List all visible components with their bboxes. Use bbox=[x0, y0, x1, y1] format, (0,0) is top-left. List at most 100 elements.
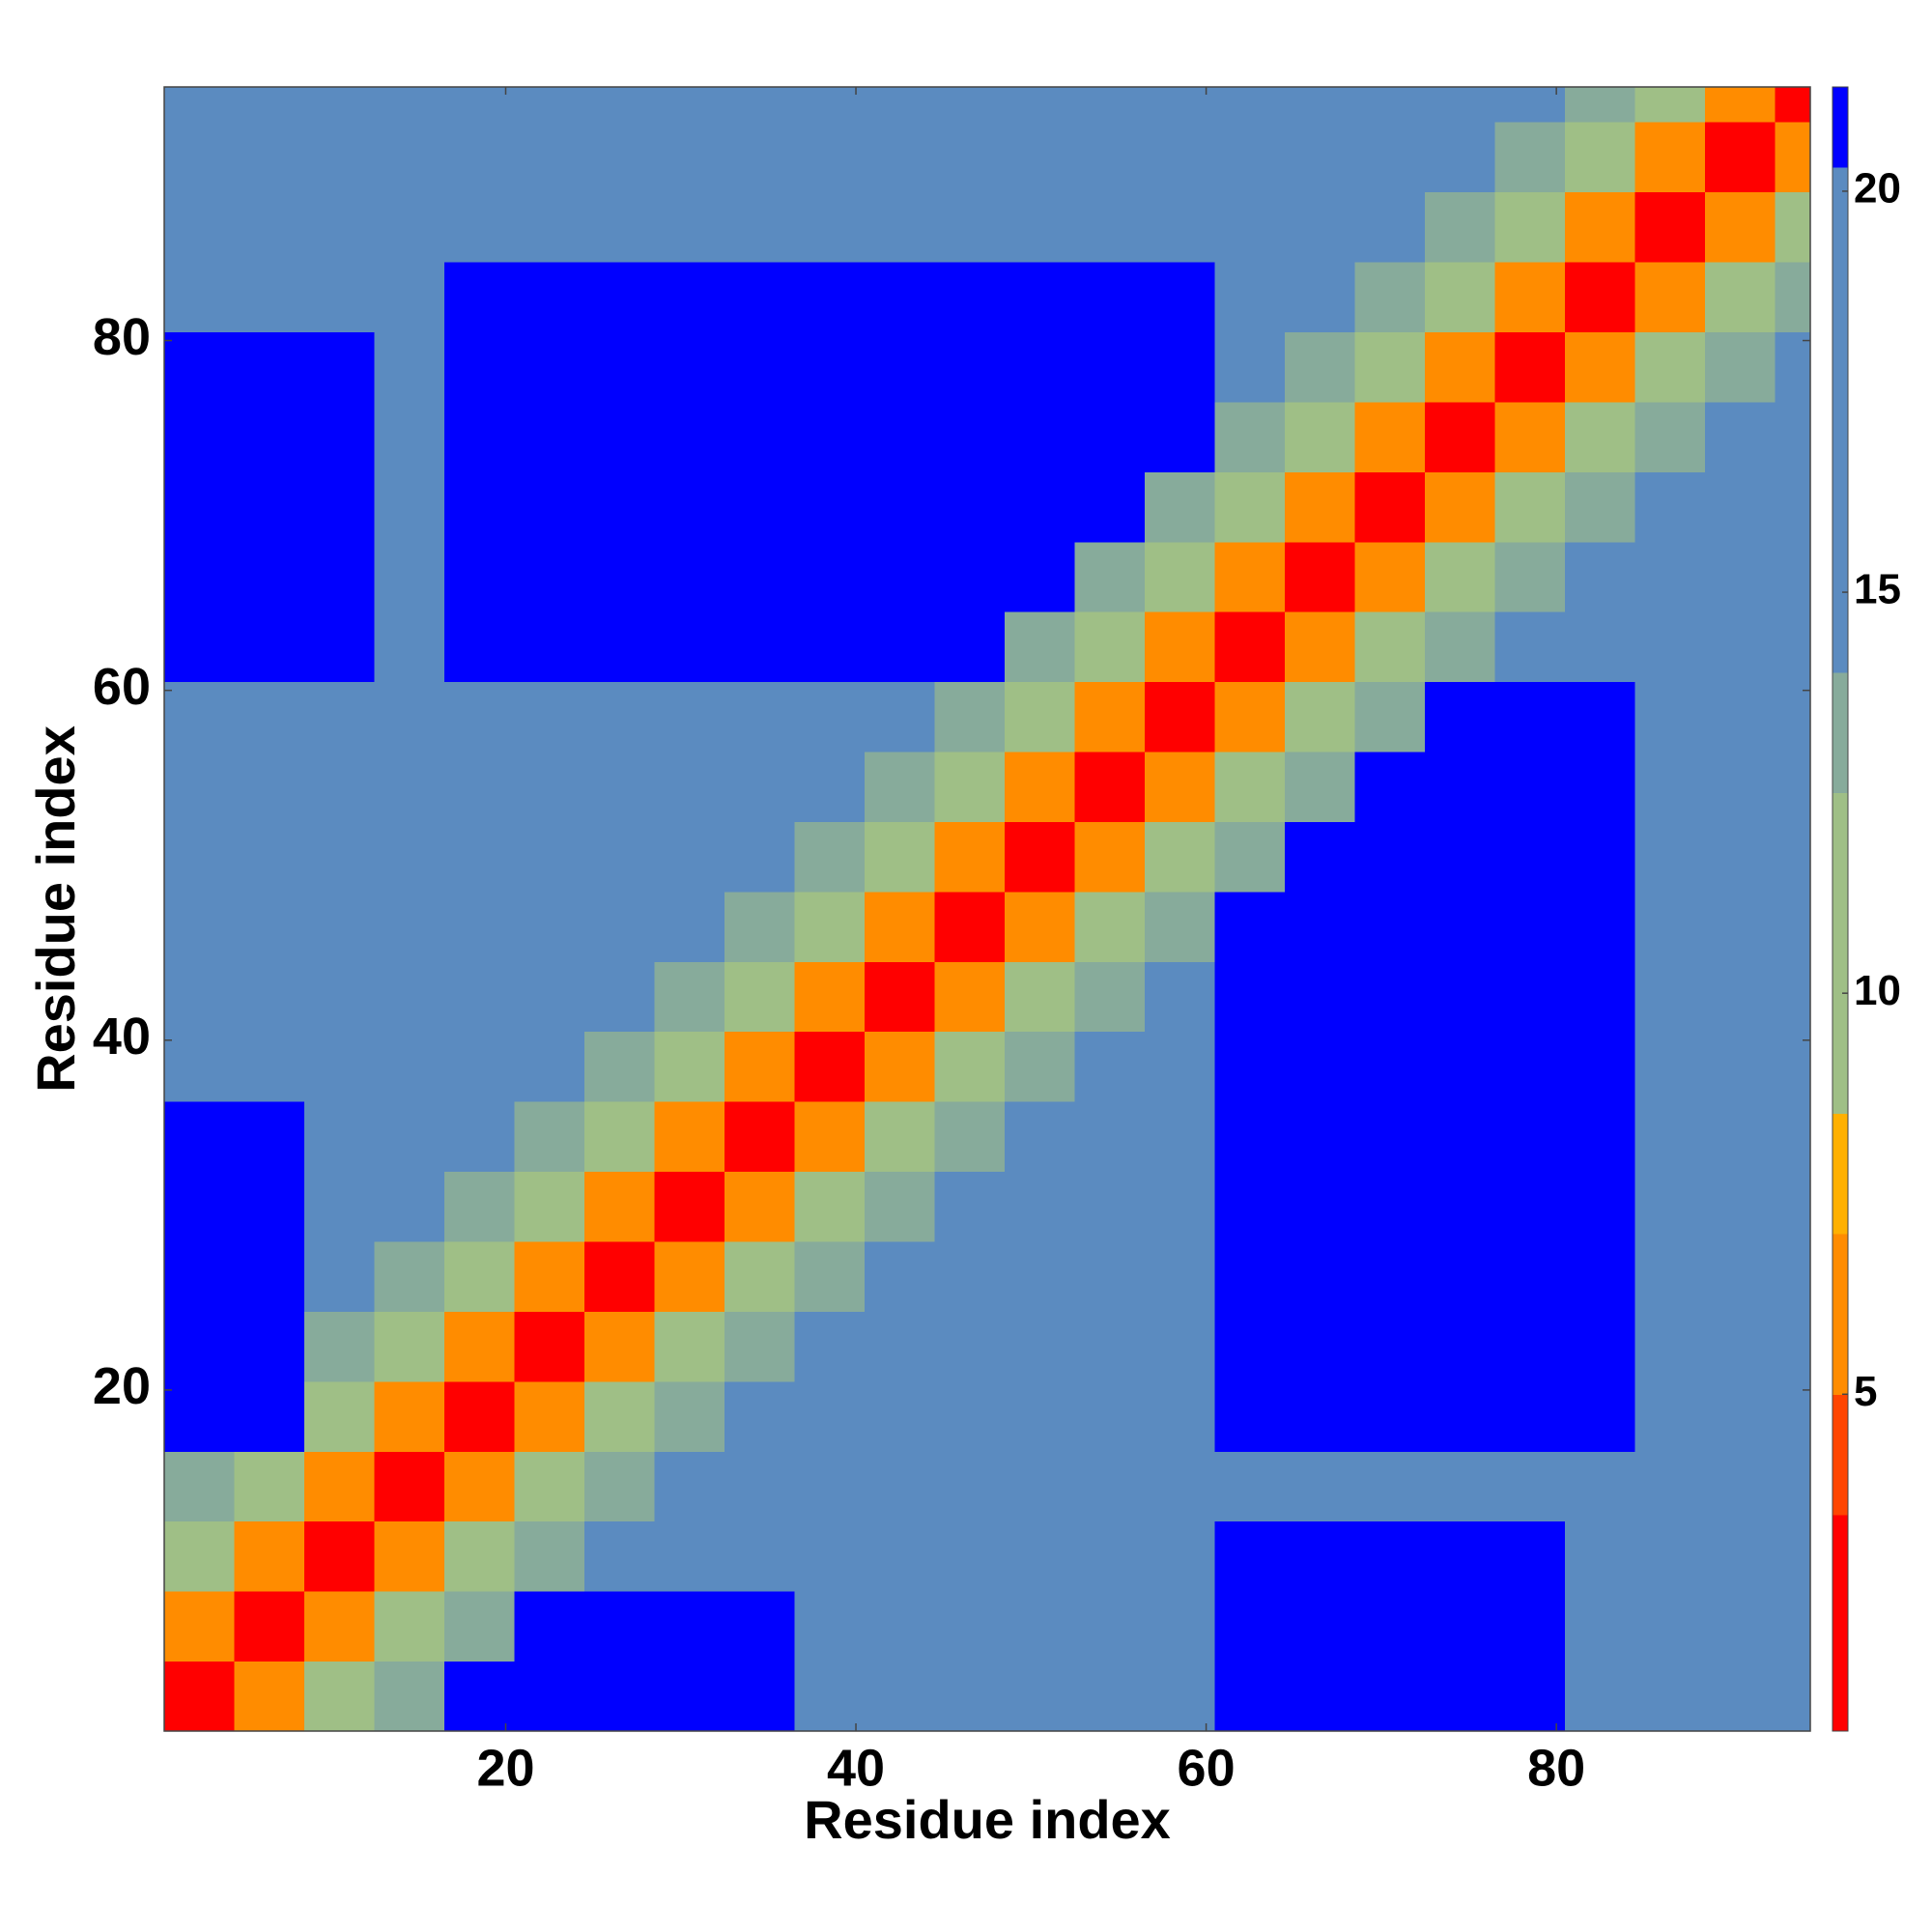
y-tick-label: 80 bbox=[93, 308, 151, 366]
cell bbox=[1074, 1451, 1146, 1522]
cell bbox=[374, 191, 445, 263]
cell bbox=[1005, 752, 1076, 822]
cell bbox=[1494, 1520, 1566, 1592]
cell bbox=[934, 191, 1006, 263]
cell bbox=[654, 1241, 725, 1312]
cell bbox=[1705, 1171, 1776, 1242]
cell bbox=[654, 821, 725, 893]
cell bbox=[1074, 1520, 1146, 1592]
cell bbox=[234, 401, 305, 472]
cell bbox=[374, 1241, 445, 1312]
cell bbox=[1285, 681, 1356, 753]
cell bbox=[374, 821, 445, 893]
cell bbox=[1494, 1031, 1566, 1102]
cell bbox=[1634, 122, 1706, 193]
cell bbox=[164, 1591, 236, 1662]
cell bbox=[164, 1311, 236, 1382]
cell bbox=[1354, 1311, 1426, 1382]
cell bbox=[654, 681, 725, 753]
cell bbox=[934, 262, 1006, 332]
cell bbox=[794, 1591, 866, 1662]
cell bbox=[1705, 752, 1776, 822]
cell bbox=[1285, 611, 1356, 683]
cell bbox=[1145, 262, 1216, 332]
cell bbox=[1494, 1451, 1566, 1522]
cell bbox=[1705, 1101, 1776, 1173]
cell bbox=[1005, 331, 1076, 403]
colorbar-band bbox=[1833, 672, 1848, 794]
cell bbox=[1565, 1171, 1636, 1242]
cell bbox=[1634, 1591, 1706, 1662]
cell bbox=[1565, 1520, 1636, 1592]
cell bbox=[584, 1451, 656, 1522]
cell bbox=[654, 1171, 725, 1242]
cell bbox=[164, 1171, 236, 1242]
plot-frame bbox=[163, 86, 1811, 1732]
cell bbox=[1145, 1661, 1216, 1732]
cell bbox=[1494, 1311, 1566, 1382]
cell bbox=[444, 891, 516, 962]
cell bbox=[164, 681, 236, 753]
cell bbox=[584, 1101, 656, 1173]
cell bbox=[304, 1380, 376, 1452]
cell bbox=[444, 541, 516, 612]
cell bbox=[934, 1520, 1006, 1592]
cell bbox=[304, 1101, 376, 1173]
cell bbox=[444, 1031, 516, 1102]
cell bbox=[865, 1451, 936, 1522]
cell bbox=[724, 191, 796, 263]
cell bbox=[1425, 1171, 1496, 1242]
cell bbox=[724, 681, 796, 753]
cell bbox=[1145, 401, 1216, 472]
cell bbox=[584, 1241, 656, 1312]
cell bbox=[1634, 1520, 1706, 1592]
cell bbox=[865, 122, 936, 193]
cell bbox=[934, 87, 1006, 123]
cell bbox=[1005, 262, 1076, 332]
cell bbox=[444, 611, 516, 683]
cell bbox=[1145, 87, 1216, 123]
cell bbox=[934, 1451, 1006, 1522]
colorbar-tick-label: 5 bbox=[1854, 1368, 1877, 1415]
cell bbox=[654, 1380, 725, 1452]
cell bbox=[1074, 681, 1146, 753]
cell bbox=[724, 87, 796, 123]
cell bbox=[1074, 191, 1146, 263]
cell bbox=[304, 471, 376, 543]
cell bbox=[234, 1031, 305, 1102]
cell bbox=[1494, 681, 1566, 753]
cell bbox=[865, 752, 936, 822]
cell bbox=[724, 541, 796, 612]
cell bbox=[1285, 821, 1356, 893]
cell bbox=[724, 122, 796, 193]
colorbar-frame bbox=[1832, 86, 1849, 1732]
cell bbox=[1145, 1101, 1216, 1173]
cell bbox=[164, 891, 236, 962]
cell bbox=[1634, 1661, 1706, 1732]
y-axis-label: Residue index bbox=[25, 725, 86, 1093]
cell bbox=[444, 1171, 516, 1242]
cell bbox=[1145, 471, 1216, 543]
cell bbox=[1214, 1171, 1286, 1242]
cell bbox=[794, 821, 866, 893]
cell bbox=[514, 1591, 585, 1662]
cell bbox=[1634, 262, 1706, 332]
colorbar-tick-label: 10 bbox=[1854, 967, 1901, 1014]
cell bbox=[1285, 262, 1356, 332]
cell bbox=[1775, 752, 1811, 822]
cell bbox=[514, 87, 585, 123]
cell bbox=[514, 331, 585, 403]
cell bbox=[1425, 961, 1496, 1033]
cell bbox=[865, 1031, 936, 1102]
cell bbox=[1565, 471, 1636, 543]
cell bbox=[865, 471, 936, 543]
cell bbox=[374, 1661, 445, 1732]
cell bbox=[1285, 1380, 1356, 1452]
cell bbox=[234, 191, 305, 263]
cell bbox=[1634, 1031, 1706, 1102]
cell bbox=[234, 122, 305, 193]
cell bbox=[444, 1311, 516, 1382]
cell bbox=[724, 611, 796, 683]
cell bbox=[1775, 401, 1811, 472]
cell bbox=[1074, 87, 1146, 123]
